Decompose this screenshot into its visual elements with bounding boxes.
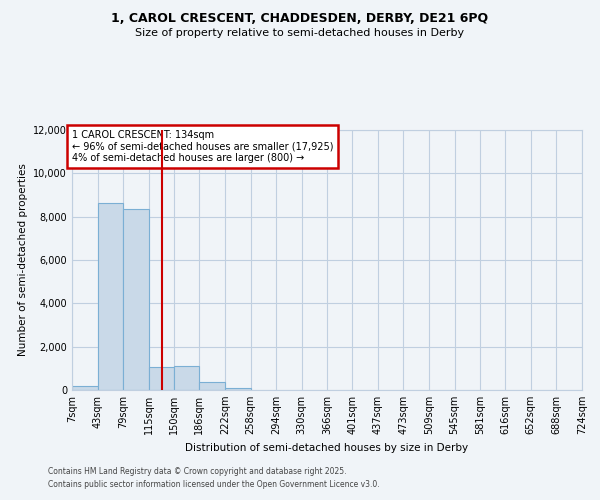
Bar [123,209,149,390]
Bar [149,367,175,390]
Bar [98,202,123,390]
X-axis label: Distribution of semi-detached houses by size in Derby: Distribution of semi-detached houses by … [185,442,469,452]
Text: Contains public sector information licensed under the Open Government Licence v3: Contains public sector information licen… [48,480,380,489]
Bar [72,386,98,390]
Bar [199,382,225,390]
Text: Contains HM Land Registry data © Crown copyright and database right 2025.: Contains HM Land Registry data © Crown c… [48,467,347,476]
Text: Size of property relative to semi-detached houses in Derby: Size of property relative to semi-detach… [136,28,464,38]
Text: 1 CAROL CRESCENT: 134sqm
← 96% of semi-detached houses are smaller (17,925)
4% o: 1 CAROL CRESCENT: 134sqm ← 96% of semi-d… [72,130,334,163]
Bar [225,388,251,390]
Bar [174,366,199,390]
Y-axis label: Number of semi-detached properties: Number of semi-detached properties [18,164,28,356]
Text: 1, CAROL CRESCENT, CHADDESDEN, DERBY, DE21 6PQ: 1, CAROL CRESCENT, CHADDESDEN, DERBY, DE… [112,12,488,26]
